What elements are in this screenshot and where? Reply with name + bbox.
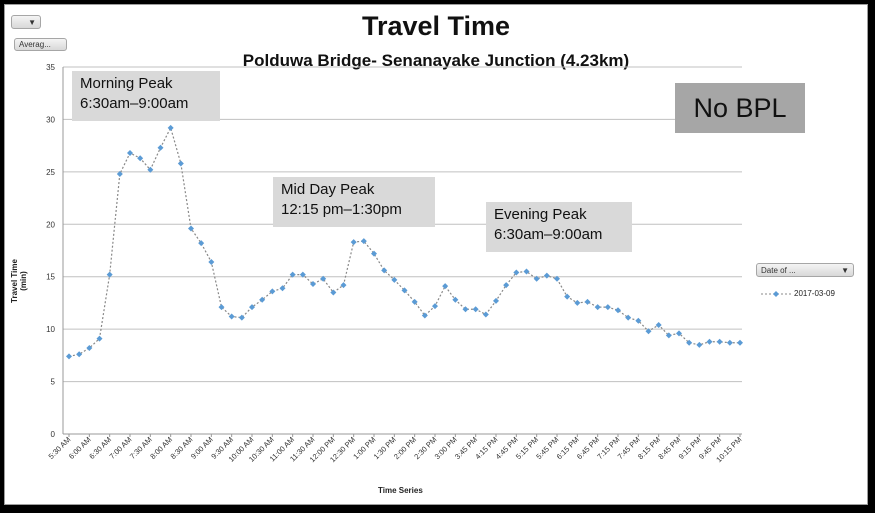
midday-peak-title: Mid Day Peak	[281, 181, 375, 198]
data-point	[442, 283, 449, 290]
data-point	[564, 293, 571, 300]
evening-peak-callout: Evening Peak 6:30am–9:00am	[486, 202, 632, 252]
data-point	[157, 144, 164, 151]
data-point	[76, 351, 83, 358]
data-point	[696, 341, 703, 348]
data-point	[533, 275, 540, 282]
filter-dropdown-icon: ▼	[841, 265, 849, 275]
data-point	[228, 313, 235, 320]
data-point	[472, 306, 479, 313]
values-field-button[interactable]: Averag...	[14, 38, 67, 51]
data-point	[726, 339, 733, 346]
data-point	[706, 338, 713, 345]
y-tick-label: 15	[46, 273, 55, 282]
data-point	[66, 353, 72, 360]
legend-marker-icon	[761, 290, 791, 297]
data-point	[615, 307, 621, 314]
data-point	[350, 239, 357, 246]
filter-dropdown-icon: ▼	[28, 17, 36, 27]
data-point	[249, 304, 255, 311]
data-point	[645, 328, 652, 335]
y-tick-label: 5	[51, 378, 56, 387]
data-point	[310, 281, 316, 288]
y-tick-label: 20	[46, 220, 55, 229]
y-tick-label: 35	[46, 63, 55, 72]
chart-subtitle: Polduwa Bridge- Senanayake Junction (4.2…	[242, 51, 630, 70]
data-point	[716, 338, 723, 345]
data-point	[330, 289, 337, 296]
data-point	[523, 268, 530, 275]
y-tick-label: 10	[46, 325, 55, 334]
chart-title: Travel Time	[361, 11, 511, 41]
y-tick-label: 30	[46, 115, 55, 124]
data-point	[147, 166, 154, 173]
data-point	[625, 314, 632, 321]
data-point	[503, 282, 510, 289]
morning-peak-callout: Morning Peak 6:30am–9:00am	[72, 71, 220, 121]
legend-entry: 2017-03-09	[761, 289, 835, 298]
data-point	[320, 275, 327, 282]
y-tick-label: 25	[46, 168, 55, 177]
data-point	[452, 296, 459, 303]
evening-peak-title: Evening Peak	[494, 206, 587, 223]
x-axis-label: Time Series	[378, 486, 423, 495]
data-point	[543, 272, 550, 279]
data-point	[676, 330, 682, 337]
legend-field-button[interactable]: Date of ... ▼	[756, 263, 854, 277]
data-point	[737, 339, 743, 346]
y-axis-label: Travel Time (min)	[10, 259, 28, 303]
data-point	[127, 149, 133, 156]
data-point	[665, 332, 672, 339]
data-point	[279, 285, 286, 292]
data-point	[106, 271, 113, 278]
data-point	[371, 250, 377, 257]
data-point	[462, 306, 469, 313]
data-point	[686, 339, 693, 346]
data-point	[604, 304, 611, 311]
morning-peak-title: Morning Peak	[80, 75, 173, 92]
morning-peak-time: 6:30am–9:00am	[80, 95, 189, 112]
data-point	[381, 267, 388, 274]
data-point	[421, 312, 428, 319]
data-point	[391, 276, 398, 283]
y-tick-label: 0	[51, 430, 56, 439]
data-point	[432, 303, 438, 310]
midday-peak-time: 12:15 pm–1:30pm	[281, 201, 402, 218]
evening-peak-time: 6:30am–9:00am	[494, 226, 603, 243]
data-point	[198, 240, 205, 247]
data-point	[167, 124, 174, 131]
data-point	[594, 304, 601, 311]
data-point	[574, 299, 581, 306]
data-point	[238, 314, 245, 321]
data-point	[116, 170, 123, 177]
data-point	[493, 297, 499, 304]
data-point	[269, 288, 276, 295]
data-point	[513, 269, 520, 276]
data-point	[401, 287, 408, 294]
data-point	[177, 160, 184, 167]
no-bpl-badge: No BPL	[675, 83, 805, 133]
data-point	[259, 296, 266, 303]
data-point	[340, 282, 347, 289]
data-point	[584, 298, 591, 305]
data-point	[218, 304, 225, 311]
data-point	[635, 317, 642, 324]
data-point	[188, 225, 194, 232]
data-point	[86, 345, 93, 352]
data-point	[655, 321, 662, 328]
data-point	[289, 271, 296, 278]
data-point	[411, 298, 418, 305]
data-point	[360, 238, 367, 245]
data-point	[137, 155, 144, 162]
midday-peak-callout: Mid Day Peak 12:15 pm–1:30pm	[273, 177, 435, 227]
data-point	[482, 311, 489, 318]
chart-frame: ▼ Averag... Travel Time Polduwa Bridge- …	[4, 4, 868, 505]
data-point	[554, 275, 560, 282]
legend-label: 2017-03-09	[794, 289, 835, 298]
filter-button[interactable]: ▼	[11, 15, 41, 29]
data-point	[96, 335, 103, 342]
data-point	[299, 271, 306, 278]
data-point	[208, 259, 215, 266]
